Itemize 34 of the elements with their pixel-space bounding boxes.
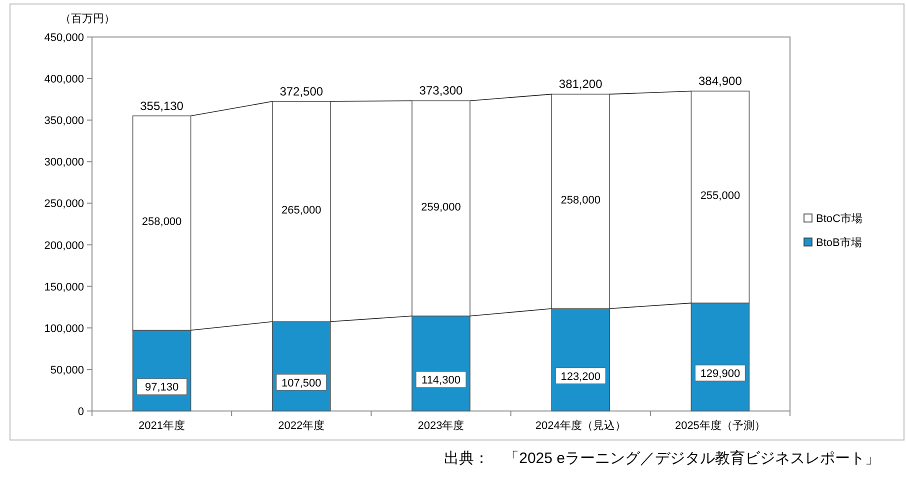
legend-label: BtoB市場 xyxy=(816,236,862,249)
data-label: 258,000 xyxy=(142,216,182,228)
x-tick-label: 2024年度（見込） xyxy=(535,419,626,432)
total-label: 372,500 xyxy=(280,84,324,98)
data-label: 114,300 xyxy=(422,374,460,386)
x-tick-label: 2021年度 xyxy=(138,419,186,432)
data-label: 255,000 xyxy=(700,190,740,202)
text: BtoC市場 xyxy=(816,212,862,225)
y-tick-label: 300,000 xyxy=(44,156,84,169)
y-axis-title: （百万円） xyxy=(60,13,115,25)
total-label: 373,300 xyxy=(419,84,464,98)
y-tick-label: 350,000 xyxy=(44,115,84,128)
y-tick-label: 100,000 xyxy=(44,322,84,335)
y-tick-label: 200,000 xyxy=(44,240,84,252)
data-label: 107,500 xyxy=(282,377,322,390)
y-tick-label: 50,000 xyxy=(50,364,84,376)
data-label: 97,130 xyxy=(144,382,179,394)
source-note: 出典： 「2025 eラーニング／デジタル教育ビジネスレポート」 xyxy=(444,450,880,467)
data-label: 129,900 xyxy=(700,368,740,380)
x-tick-label: 2022年度 xyxy=(278,419,325,432)
data-label: 259,000 xyxy=(421,201,461,214)
y-tick-label: 450,000 xyxy=(44,32,84,44)
total-label: 355,130 xyxy=(140,98,184,113)
data-label: 123,200 xyxy=(560,370,600,383)
y-tick-label: 0 xyxy=(78,406,84,418)
total-label: 381,200 xyxy=(558,77,603,92)
x-tick-label: 2023年度 xyxy=(418,419,464,432)
data-label: 265,000 xyxy=(282,204,322,217)
total-label: 384,900 xyxy=(698,74,742,88)
y-tick-label: 400,000 xyxy=(44,74,84,86)
data-label: 258,000 xyxy=(560,194,600,206)
x-tick-label: 2025年度（予測） xyxy=(674,419,766,432)
y-tick-label: 250,000 xyxy=(44,198,84,210)
y-tick-label: 150,000 xyxy=(44,281,84,294)
